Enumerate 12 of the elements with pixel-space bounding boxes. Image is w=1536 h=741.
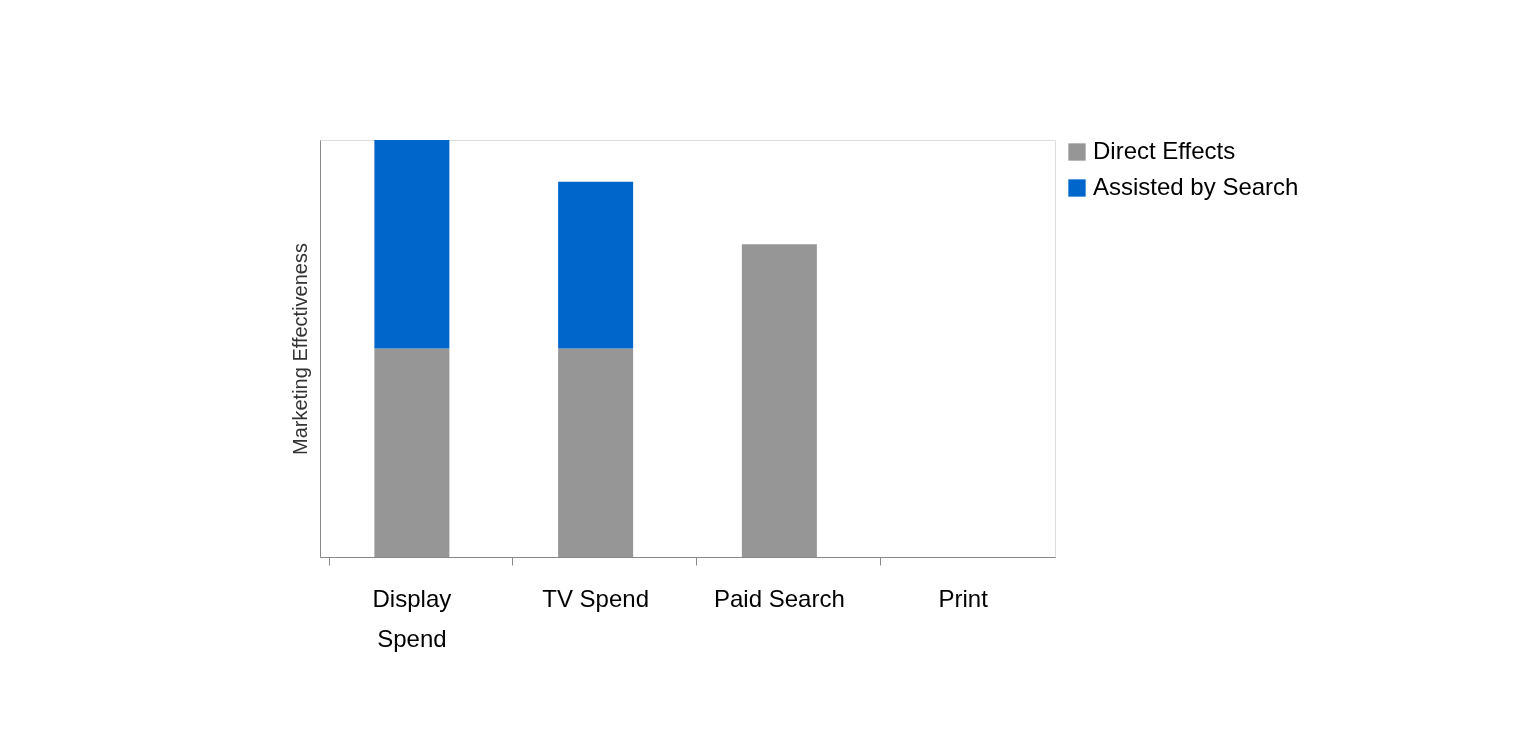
legend-label: Assisted by Search [1093,173,1299,200]
x-tick-label: TV Spend [542,584,649,612]
x-tick-label: Print [938,584,989,612]
y-axis-title: Marketing Effectiveness [288,243,311,455]
bar [374,140,450,349]
x-tick-label: Paid Search [714,584,845,612]
legend-label: Direct Effects [1093,137,1236,164]
bar [558,181,634,349]
bar [374,348,450,557]
x-tick-label: Display Spend [372,584,452,652]
bar [558,348,634,557]
bar [741,244,817,557]
